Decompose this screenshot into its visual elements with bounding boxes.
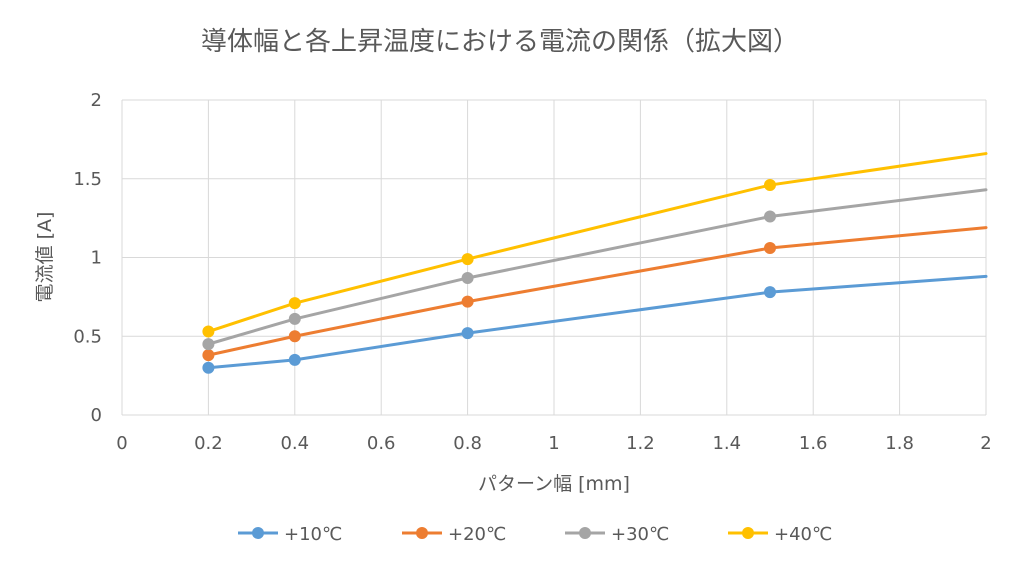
x-tick-label: 2	[980, 433, 991, 454]
data-point	[288, 353, 301, 366]
y-axis-label: 電流値 [A]	[34, 212, 56, 303]
y-tick-label: 0	[91, 405, 102, 426]
data-point	[764, 179, 776, 192]
x-axis-label: パターン幅 [mm]	[478, 473, 630, 495]
legend-swatch-marker	[579, 527, 591, 539]
data-point	[461, 295, 474, 308]
x-tick-label: 0.2	[194, 433, 223, 454]
legend-label: +20℃	[448, 524, 506, 545]
series-line-1	[206, 274, 988, 370]
y-tick-label: 1	[91, 248, 102, 269]
data-point	[461, 253, 474, 266]
data-point	[288, 312, 301, 325]
data-point	[461, 327, 474, 340]
y-tick-label: 0.5	[73, 326, 102, 347]
gridlines	[121, 99, 987, 416]
y-tick-label: 2	[91, 90, 102, 111]
x-tick-label: 1.8	[885, 433, 914, 454]
data-point	[202, 361, 215, 374]
legend-label: +30℃	[611, 524, 669, 545]
legend-swatch-marker	[416, 527, 428, 539]
series-lines	[206, 152, 988, 370]
x-tick-label: 1.2	[626, 433, 655, 454]
chart-title: 導体幅と各上昇温度における電流の関係（拡大図）	[201, 27, 799, 57]
tick-labels: 0 0.2 0.4 0.6 0.8 1 1.2 1.4 1.6 1.8 2 0 0.5 1 1.5 2	[73, 90, 991, 454]
x-tick-label: 0.8	[453, 433, 482, 454]
x-tick-label: 1	[548, 433, 559, 454]
data-point	[461, 271, 474, 284]
data-point	[764, 242, 776, 255]
data-points	[202, 179, 776, 374]
data-point	[202, 325, 215, 338]
x-tick-label: 0.6	[367, 433, 396, 454]
x-tick-label: 0.4	[280, 433, 309, 454]
legend-label: +40℃	[774, 524, 832, 545]
x-tick-label: 1.4	[712, 433, 741, 454]
legend-label: +10℃	[284, 524, 342, 545]
y-tick-label: 1.5	[73, 169, 102, 190]
data-point	[202, 338, 215, 351]
series-line-4	[206, 152, 988, 334]
data-point	[764, 286, 776, 299]
x-tick-label: 0	[116, 433, 127, 454]
legend-swatch-marker	[742, 527, 754, 539]
legend-swatch-marker	[252, 527, 264, 539]
x-tick-label: 1.6	[799, 433, 828, 454]
series-line-3	[206, 188, 988, 346]
legend: +10℃ +20℃ +30℃ +40℃	[238, 524, 832, 545]
data-point	[764, 210, 776, 223]
data-point	[288, 297, 301, 310]
data-point	[202, 349, 215, 362]
data-point	[288, 330, 301, 343]
